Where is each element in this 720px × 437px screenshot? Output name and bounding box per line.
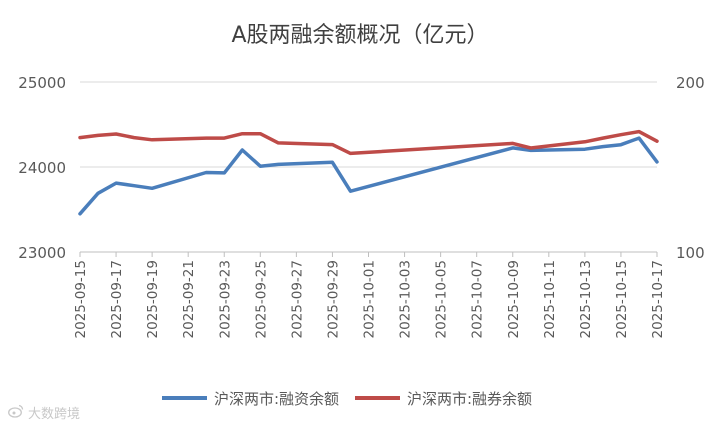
- x-tick-label: 2025-10-15: [614, 260, 630, 338]
- x-tick-label: 2025-10-07: [470, 260, 486, 338]
- axes: 23000 24000 25000 100 200 2025-09-15 2025-09-1…: [18, 74, 704, 338]
- series-lines: [80, 132, 657, 214]
- gridlines: [80, 82, 657, 252]
- y-right-tick-label: 200: [676, 74, 705, 92]
- legend-label: 沪深两市:融资余额: [214, 390, 339, 408]
- x-tick-label: 2025-09-25: [253, 260, 269, 338]
- legend-label: 沪深两市:融券余额: [407, 390, 532, 408]
- chart-title: A股两融余额概况（亿元）: [231, 23, 488, 48]
- x-tick-label: 2025-10-05: [434, 260, 450, 338]
- x-tick-label: 2025-09-27: [289, 260, 305, 338]
- x-tick-label: 2025-10-11: [542, 260, 558, 338]
- x-tick-label: 2025-09-23: [217, 260, 233, 338]
- y-left-tick-label: 23000: [18, 244, 66, 262]
- watermark-text: 大数跨境: [28, 403, 80, 422]
- x-tick-label: 2025-09-21: [181, 260, 197, 338]
- x-tick-label: 2025-10-01: [362, 260, 378, 338]
- x-tick-label: 2025-10-09: [506, 260, 522, 338]
- legend: 沪深两市:融资余额 沪深两市:融券余额: [162, 390, 532, 408]
- watermark: 大数跨境: [8, 403, 80, 422]
- x-tick-label: 2025-10-03: [398, 260, 414, 338]
- y-left-tick-label: 25000: [18, 74, 66, 92]
- series-line-1: [80, 138, 657, 214]
- x-tick-label: 2025-09-29: [325, 260, 341, 338]
- x-tick-label: 2025-09-15: [73, 260, 89, 338]
- y-left-tick-label: 24000: [18, 159, 66, 177]
- x-tick-label: 2025-09-19: [145, 260, 161, 338]
- x-tick-label: 2025-09-17: [109, 260, 125, 338]
- x-tick-label: 2025-10-17: [650, 260, 666, 338]
- y-right-tick-label: 100: [676, 244, 705, 262]
- x-tick-label: 2025-10-13: [578, 260, 594, 338]
- weibo-icon: [8, 404, 24, 422]
